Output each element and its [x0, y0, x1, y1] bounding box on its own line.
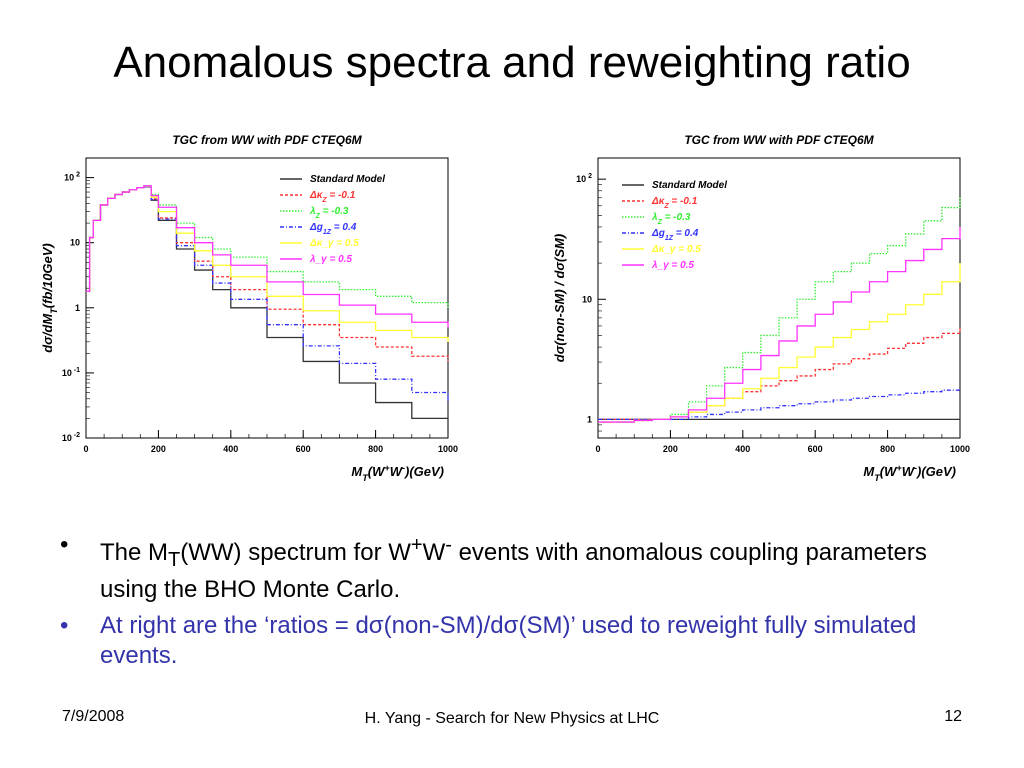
legend-entry: Standard Model	[652, 180, 727, 191]
y-tick-label: 10	[582, 294, 592, 304]
y-axis-label: dσ/dMT(fb/10GeV)	[40, 243, 59, 353]
x-tick-label: 800	[880, 444, 895, 454]
y-tick-label: 10 -1	[62, 367, 80, 378]
ratio-plot: TGC from WW with PDF CTEQ6M 0 200 400 600 800…	[540, 126, 970, 496]
y-tick-label: 10 -2	[62, 432, 80, 443]
legend-entry: λ_γ = 0.5	[651, 260, 694, 271]
bullet-1-sup-minus: -	[445, 534, 452, 556]
series-line-2	[598, 196, 961, 423]
bullet-list: • The MT(WW) spectrum for W+W- events wi…	[60, 530, 960, 677]
bullet-item-1: • The MT(WW) spectrum for W+W- events wi…	[60, 530, 960, 605]
series-line-2	[86, 185, 449, 308]
legend-entry: ΔκZ = -0.1	[651, 196, 698, 210]
legend-entry: Δg1Z = 0.4	[651, 228, 699, 242]
x-tick-label: 200	[151, 444, 166, 454]
x-tick-label: 0	[595, 444, 600, 454]
bullet-dot-icon: •	[60, 531, 69, 558]
y-tick-label: 10	[70, 238, 80, 248]
legend-entry: λZ = -0.3	[309, 206, 349, 220]
series-line-5	[598, 226, 961, 423]
x-tick-label: 600	[808, 444, 823, 454]
bullet-1-sub-t: T	[168, 548, 181, 571]
x-tick-label: 200	[663, 444, 678, 454]
legend-entry: Standard Model	[310, 174, 385, 185]
legend-entry: λ_γ = 0.5	[309, 254, 352, 265]
bullet-1-sup-plus: +	[410, 534, 423, 556]
slide-title: Anomalous spectra and reweighting ratio	[113, 38, 911, 87]
spectrum-plot: TGC from WW with PDF CTEQ6M 0 200 400 600 800…	[28, 126, 458, 496]
series-line-5	[86, 185, 449, 328]
y-tick-label: 10 2	[576, 173, 592, 184]
footer-page-number: 12	[944, 708, 962, 725]
bullet-dot-icon: •	[60, 611, 69, 639]
footer-date: 7/9/2008	[62, 708, 125, 725]
y-axis-label: dσ(non-SM) / dσ(SM)	[552, 234, 567, 362]
ratio-plot-svg: TGC from WW with PDF CTEQ6M 0 200 400 600 800…	[552, 133, 970, 483]
x-tick-label: 1000	[438, 444, 458, 454]
y-tick-label: 1	[587, 414, 592, 424]
footer-presenter: H. Yang - Search for New Physics at LHC	[364, 710, 660, 727]
bullet-1-text-d: events with anomalous coupling parameter…	[100, 539, 927, 603]
legend-entry: λZ = -0.3	[651, 212, 691, 226]
x-tick-label: 400	[223, 444, 238, 454]
legend-entry: Δκ_γ = 0.5	[651, 244, 701, 255]
x-axis-label: MT(W+W-)(GeV)	[351, 463, 444, 483]
x-tick-label: 800	[368, 444, 383, 454]
bullet-item-2: • At right are the ‘ratios = dσ(non-SM)/…	[60, 611, 960, 671]
chart-title: TGC from WW with PDF CTEQ6M	[684, 133, 874, 147]
x-tick-label: 1000	[950, 444, 970, 454]
bullet-1-text-c: W	[422, 539, 446, 566]
bullet-1-text-b: (WW) spectrum for W	[180, 539, 411, 566]
x-tick-label: 400	[735, 444, 750, 454]
x-tick-label: 600	[296, 444, 311, 454]
spectrum-plot-svg: TGC from WW with PDF CTEQ6M 0 200 400 600 800…	[40, 133, 458, 483]
legend-entry: Δg1Z = 0.4	[309, 222, 357, 236]
legend-entry: ΔκZ = -0.1	[309, 190, 356, 204]
y-tick-label: 10 2	[64, 172, 80, 183]
bullet-1-text-a: The M	[100, 539, 169, 566]
chart-title: TGC from WW with PDF CTEQ6M	[172, 133, 362, 147]
y-tick-label: 1	[75, 303, 80, 313]
x-tick-label: 0	[83, 444, 88, 454]
series-line-3	[598, 388, 961, 421]
bullet-2-text: At right are the ‘ratios = dσ(non-SM)/dσ…	[100, 611, 917, 669]
legend-entry: Δκ_γ = 0.5	[309, 238, 359, 249]
x-axis-label: MT(W+W-)(GeV)	[863, 463, 956, 483]
